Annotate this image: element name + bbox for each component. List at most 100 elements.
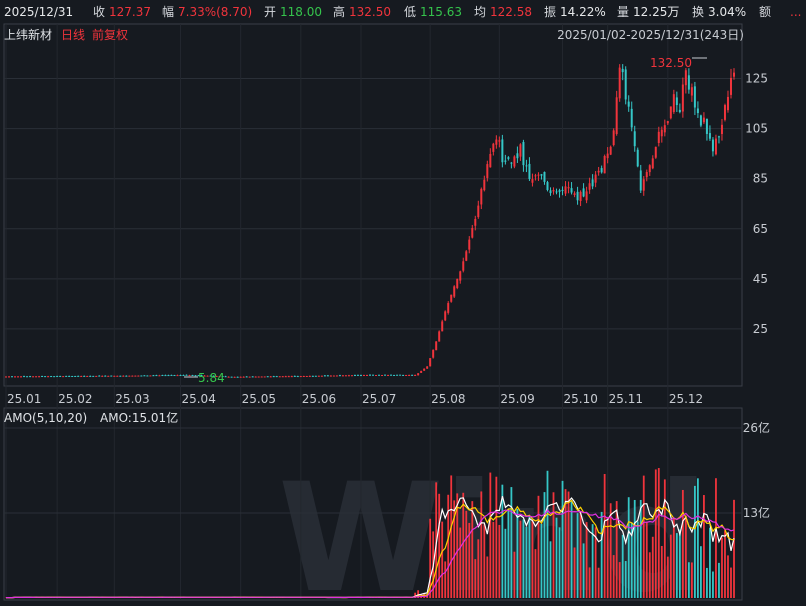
candle-body [212, 375, 215, 377]
candle-body [323, 375, 326, 377]
amount-bar [633, 499, 636, 598]
candle-body [56, 376, 59, 378]
candle-body [341, 375, 344, 377]
candle-body [522, 142, 525, 166]
amount-bar [567, 491, 570, 598]
candle-body [717, 136, 720, 138]
amount-bar [438, 493, 441, 598]
candle-body [507, 157, 510, 159]
candle-body [92, 375, 95, 377]
date-x-tick: 25.04 [181, 392, 215, 406]
amount-bar [564, 489, 567, 598]
candle-body [693, 86, 696, 108]
candle-body [702, 117, 705, 123]
candle-body [203, 375, 206, 377]
candle-body [281, 376, 284, 378]
candle-body [182, 375, 185, 377]
amount-bar [724, 530, 726, 598]
candle-body [480, 188, 483, 205]
candle-body [384, 374, 387, 376]
price-y-ticks: 25 45 65 85 105 125 [745, 72, 768, 336]
amount-bar [727, 555, 729, 598]
amount-bar [552, 492, 555, 598]
amount-bar [690, 562, 693, 598]
quote-date: 2025/12/31 [4, 5, 74, 19]
candle-body [573, 193, 576, 195]
amo-ma20-line [6, 509, 735, 599]
candle-body [453, 286, 456, 297]
candle-body [405, 374, 408, 376]
candle-body [191, 375, 194, 377]
candle-body [53, 376, 56, 378]
amount-bar [447, 494, 450, 598]
amount-bar [555, 517, 558, 598]
date-x-tick: 25.03 [115, 392, 149, 406]
price-y-tick: 85 [753, 172, 768, 186]
amount-bar [441, 521, 444, 598]
candle-body [636, 149, 639, 167]
amo-ma-lines [6, 496, 735, 599]
candle-body [62, 376, 65, 378]
candle-body [576, 191, 579, 201]
amount-bar [651, 536, 654, 598]
candle-body [723, 105, 726, 120]
amount-bar [519, 520, 522, 598]
candle-body [278, 376, 281, 378]
low-value: 115.63 [420, 5, 462, 19]
amount-bar [612, 555, 615, 598]
candle-body [699, 115, 702, 126]
candle-body [272, 376, 275, 378]
candle-body [672, 94, 675, 113]
candle-body [510, 162, 513, 164]
amount-bar [718, 562, 720, 598]
amo-label: AMO(5,10,20) [4, 411, 87, 425]
candle-body [122, 375, 125, 377]
candle-body [504, 160, 507, 162]
candle-body [14, 376, 17, 378]
amount-bar [486, 556, 489, 598]
candle-body [188, 375, 191, 377]
candle-body [733, 72, 735, 77]
amount-bar [591, 524, 594, 598]
candle-body [501, 139, 504, 163]
amount-bar [417, 590, 420, 598]
high-label: 高 [333, 5, 346, 19]
amount-bar [549, 541, 552, 598]
candle-body [615, 97, 618, 134]
candle-body [372, 374, 375, 376]
period-label[interactable]: 日线 [61, 28, 85, 42]
amount-bar [468, 522, 471, 598]
amount-bar [489, 472, 492, 598]
avg-value: 122.58 [490, 5, 532, 19]
candle-body [275, 376, 278, 378]
amount-bar [477, 539, 480, 598]
amount-bar [654, 469, 657, 598]
candle-body [414, 374, 417, 376]
amount-bar [600, 511, 603, 598]
price-y-tick: 125 [745, 72, 768, 86]
candle-body [131, 375, 134, 377]
candle-body [161, 375, 164, 377]
amount-bar [444, 561, 447, 598]
adjust-label[interactable]: 前复权 [92, 27, 128, 42]
amount-bar [537, 495, 540, 598]
candle-body [669, 106, 672, 119]
candle-body [390, 374, 393, 376]
low-label: 低 [404, 5, 417, 19]
amount-bar [585, 522, 588, 598]
chart-frame [3, 23, 743, 601]
candle-body [648, 165, 651, 173]
amount-bar [669, 534, 672, 598]
amount-bar [414, 592, 417, 598]
candle-body [224, 376, 227, 378]
candle-body [618, 67, 621, 99]
candle-body [194, 375, 197, 377]
candle-body [516, 153, 519, 159]
candle-body [708, 133, 711, 139]
candle-body [320, 375, 323, 377]
candle-body [459, 271, 462, 281]
amount-bar [459, 527, 462, 598]
close-label: 收 [93, 5, 106, 19]
candle-body [350, 375, 353, 377]
